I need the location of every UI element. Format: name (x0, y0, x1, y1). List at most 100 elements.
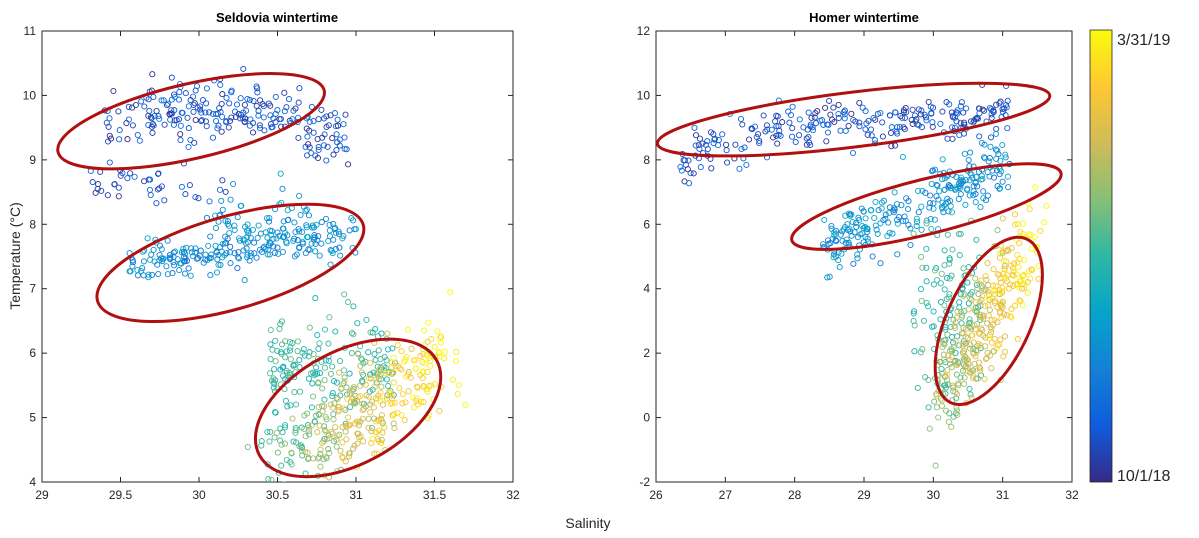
scatter-point (315, 116, 322, 123)
scatter-point (931, 267, 939, 274)
scatter-point (273, 429, 280, 436)
scatter-point (948, 353, 955, 361)
scatter-point (972, 326, 979, 333)
scatter-point (964, 186, 971, 193)
scatter-point (226, 117, 234, 125)
scatter-point (322, 413, 329, 421)
scatter-point (953, 118, 960, 125)
scatter-point (323, 428, 330, 435)
scatter-point (327, 261, 334, 268)
scatter-point (241, 101, 248, 108)
scatter-point (982, 155, 989, 162)
scatter-point (180, 245, 187, 252)
scatter-point (447, 289, 454, 296)
scatter-point (340, 121, 347, 128)
scatter-point (390, 379, 397, 386)
x-tick-label: 31 (349, 488, 363, 502)
scatter-point (864, 238, 872, 245)
scatter-point (413, 395, 420, 402)
scatter-point (775, 123, 782, 130)
scatter-point (691, 124, 698, 131)
scatter-point (840, 226, 847, 233)
scatter-point (1016, 240, 1023, 247)
scatter-point (308, 150, 315, 157)
scatter-point (1002, 154, 1009, 161)
scatter-point (283, 104, 290, 111)
scatter-point (278, 462, 285, 469)
scatter-point (176, 267, 183, 274)
scatter-point (1007, 262, 1015, 269)
scatter-point (927, 192, 934, 199)
scatter-point (956, 132, 963, 139)
scatter-point (314, 332, 321, 339)
scatter-point (104, 138, 112, 145)
scatter-point (272, 110, 279, 117)
scatter-point (901, 213, 908, 220)
scatter-point (925, 376, 932, 383)
scatter-point (863, 225, 870, 232)
scatter-point (274, 244, 281, 251)
scatter-point (917, 349, 924, 356)
scatter-point (302, 433, 309, 440)
scatter-point (306, 144, 313, 151)
scatter-point (292, 228, 299, 236)
scatter-point (212, 117, 220, 125)
scatter-point (824, 129, 831, 136)
scatter-point (268, 476, 275, 482)
scatter-point (156, 115, 163, 122)
scatter-point (871, 214, 878, 222)
scatter-point (234, 265, 241, 272)
scatter-point (945, 182, 952, 189)
scatter-point (886, 204, 893, 211)
scatter-point (178, 249, 185, 256)
scatter-point (245, 230, 252, 237)
scatter-point (270, 243, 277, 250)
scatter-point (409, 394, 416, 401)
scatter-point (367, 409, 374, 416)
scatter-point (868, 132, 875, 139)
scatter-point (372, 357, 379, 364)
scatter-point (957, 103, 964, 110)
scatter-point (296, 244, 303, 252)
scatter-point (282, 422, 289, 429)
scatter-point (322, 357, 329, 364)
scatter-point (213, 269, 221, 276)
scatter-point (193, 83, 201, 90)
y-tick-label: 12 (637, 24, 651, 38)
scatter-point (880, 216, 887, 224)
scatter-point (345, 161, 352, 168)
scatter-point (959, 349, 966, 356)
scatter-point (144, 235, 151, 242)
scatter-point (945, 208, 952, 215)
scatter-point (145, 274, 152, 281)
scatter-point (892, 109, 899, 116)
scatter-point (1019, 302, 1026, 309)
scatter-point (991, 317, 998, 324)
scatter-point (452, 358, 460, 365)
scatter-point (359, 400, 366, 407)
scatter-point (297, 211, 304, 219)
scatter-point (940, 209, 947, 216)
scatter-point (993, 125, 1000, 132)
scatter-point (986, 332, 993, 339)
scatter-point (1011, 211, 1019, 218)
scatter-point (359, 407, 366, 414)
scatter-point (1001, 262, 1008, 270)
scatter-point (992, 146, 1000, 153)
scatter-point (267, 326, 274, 334)
scatter-point (402, 356, 409, 363)
scatter-point (997, 98, 1004, 105)
scatter-point (323, 455, 330, 462)
scatter-point (786, 119, 793, 126)
scatter-point (746, 136, 753, 143)
scatter-point (841, 115, 848, 122)
scatter-point (223, 239, 230, 246)
scatter-point (811, 114, 818, 121)
scatter-point (856, 217, 863, 224)
scatter-point (98, 187, 105, 194)
scatter-point (124, 136, 131, 143)
scatter-point (354, 320, 361, 327)
scatter-point (946, 410, 953, 417)
scatter-point (939, 344, 946, 351)
scatter-point (269, 124, 276, 131)
